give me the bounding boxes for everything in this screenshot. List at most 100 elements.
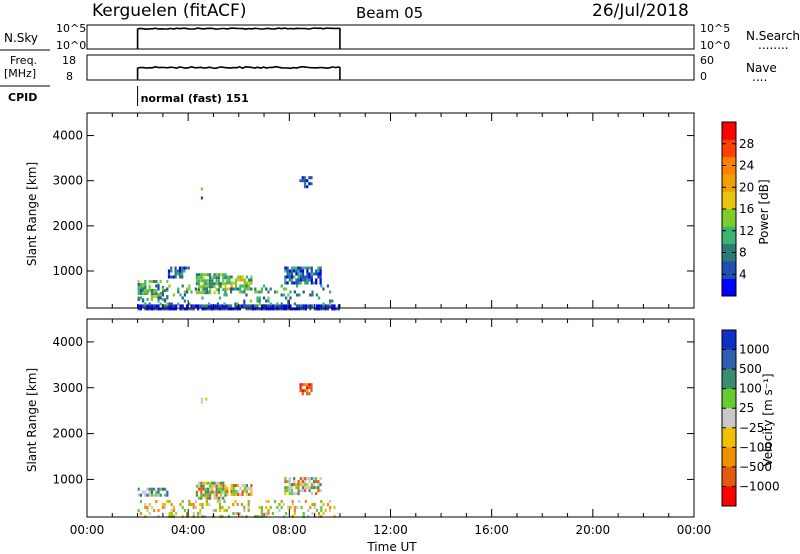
data-cell <box>222 288 225 292</box>
data-cell <box>243 506 246 509</box>
data-cell <box>288 492 291 496</box>
nsky-strip: N.Sky 10^5 10^0 10^5 10^0 N.Search .....… <box>0 22 800 52</box>
data-cell <box>176 269 179 273</box>
data-cell <box>269 302 272 306</box>
data-cell <box>209 285 212 289</box>
data-cell <box>245 304 248 308</box>
data-cell <box>195 493 198 497</box>
colorbar-swatch <box>722 226 736 245</box>
data-cell <box>301 269 305 273</box>
colorbar-tick-label: 500 <box>739 362 762 376</box>
data-cell <box>245 307 248 311</box>
data-cell <box>287 299 290 303</box>
data-cell <box>200 484 203 488</box>
data-cell <box>324 304 327 308</box>
data-cell <box>284 486 287 490</box>
data-cell <box>303 182 307 186</box>
data-cell <box>291 503 294 506</box>
data-cell <box>297 266 300 270</box>
data-cell <box>161 287 164 291</box>
data-cell <box>304 486 307 490</box>
data-cell <box>290 486 294 490</box>
data-cell <box>188 284 191 288</box>
data-cell <box>295 266 298 270</box>
data-cell <box>224 276 227 280</box>
data-cell <box>265 287 268 291</box>
data-cell <box>301 480 305 484</box>
data-cell <box>205 307 208 311</box>
data-cell <box>252 304 255 308</box>
data-cell <box>289 290 292 294</box>
data-cell <box>232 490 235 493</box>
data-cell <box>213 273 216 277</box>
data-cell <box>245 275 249 279</box>
data-cell <box>224 487 227 491</box>
data-cell <box>201 296 204 300</box>
data-cell <box>320 304 323 308</box>
data-cell <box>254 304 257 308</box>
data-cell <box>308 477 311 481</box>
data-cell <box>168 500 171 503</box>
data-cell <box>234 500 237 503</box>
data-cell <box>209 288 212 292</box>
colorbar-tick-label: 4 <box>739 267 747 281</box>
data-cell <box>237 493 240 496</box>
nave-dots: .... <box>752 70 767 84</box>
data-cell <box>241 490 244 493</box>
data-cell <box>215 484 218 488</box>
data-cell <box>150 490 153 494</box>
data-cell <box>155 307 158 311</box>
data-cell <box>237 484 240 487</box>
data-cell <box>278 503 281 506</box>
data-cell <box>234 484 238 487</box>
data-cell <box>208 503 211 506</box>
data-cell <box>222 282 225 286</box>
data-cell <box>243 281 246 285</box>
data-cell <box>285 296 288 300</box>
data-cell <box>146 506 149 509</box>
data-cell <box>302 512 305 515</box>
data-cell <box>223 293 226 297</box>
data-cell <box>250 278 253 282</box>
data-cell <box>293 290 296 294</box>
data-cell <box>319 266 322 270</box>
data-cell <box>300 307 303 311</box>
data-cell <box>228 281 231 285</box>
data-cell <box>164 493 167 497</box>
data-cell <box>293 275 296 279</box>
data-cell <box>170 304 173 308</box>
data-cell <box>248 487 251 490</box>
data-cell <box>166 490 169 494</box>
data-cell <box>217 490 220 494</box>
data-cell <box>295 486 298 490</box>
data-cell <box>276 304 279 308</box>
data-cell <box>192 307 195 311</box>
data-cell <box>155 295 158 298</box>
data-cell <box>245 487 249 490</box>
data-cell <box>224 291 227 295</box>
data-cell <box>164 307 167 311</box>
data-cell <box>175 307 178 311</box>
data-cell <box>315 269 318 273</box>
data-cell <box>249 299 252 303</box>
data-cell <box>306 483 309 487</box>
data-cell <box>236 287 239 291</box>
data-cell <box>142 299 145 303</box>
data-cell <box>303 185 307 189</box>
data-cell <box>166 500 169 503</box>
data-cell <box>237 275 240 279</box>
data-cell <box>265 299 268 303</box>
data-cell <box>194 500 197 503</box>
data-cell <box>181 266 184 270</box>
data-cell <box>215 496 218 500</box>
data-cell <box>241 503 244 506</box>
data-cell <box>166 287 169 291</box>
data-cell <box>265 506 268 509</box>
data-cell <box>304 281 307 285</box>
data-cell <box>172 293 175 297</box>
data-cell <box>285 304 288 308</box>
data-cell <box>215 493 218 497</box>
data-cell <box>146 493 149 497</box>
data-cell <box>150 487 153 491</box>
data-cell <box>209 276 212 280</box>
